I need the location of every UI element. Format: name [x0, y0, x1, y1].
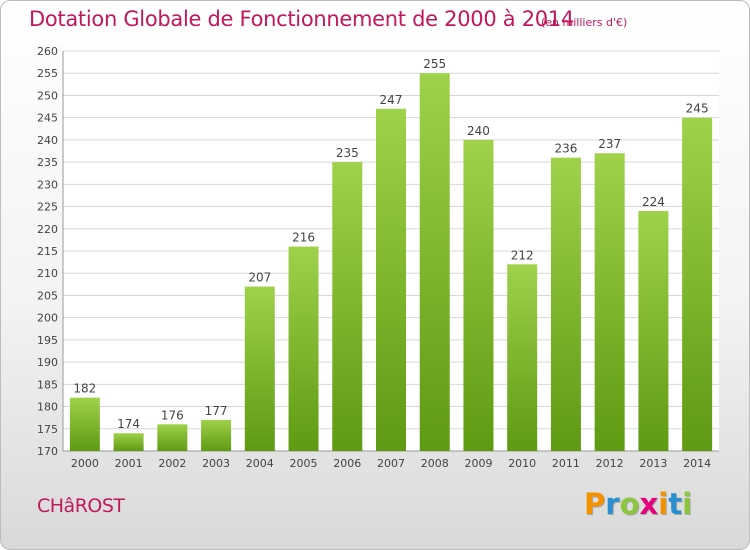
y-tick-label: 250 [37, 89, 58, 102]
y-tick-label: 230 [37, 178, 58, 191]
y-tick-label: 205 [37, 289, 58, 302]
x-tick-label-2003: 2003 [202, 457, 230, 470]
bar-2012 [594, 153, 625, 451]
bar-2010 [507, 264, 538, 451]
logo-letter: i [658, 487, 669, 521]
x-tick-label-2014: 2014 [683, 457, 711, 470]
logo-letter: r [605, 487, 620, 521]
y-tick-label: 220 [37, 223, 58, 236]
x-tick-label-2002: 2002 [158, 457, 186, 470]
value-label-2000: 182 [73, 382, 96, 396]
value-label-2009: 240 [467, 124, 490, 138]
x-tick-label-2000: 2000 [71, 457, 99, 470]
x-tick-label-2013: 2013 [639, 457, 667, 470]
value-label-2010: 212 [511, 248, 534, 262]
value-label-2006: 235 [336, 146, 359, 160]
labels: 182 2000 174 2001 176 2002 177 2003 207 2004 216 20… [71, 57, 711, 470]
value-label-2003: 177 [205, 404, 228, 418]
value-label-2001: 174 [117, 417, 140, 431]
x-tick-label-2009: 2009 [464, 457, 492, 470]
logo-letter: o [619, 487, 640, 521]
value-label-2007: 247 [380, 93, 403, 107]
bar-2002 [157, 424, 188, 451]
y-tick-label: 245 [37, 112, 58, 125]
bar-2006 [332, 162, 363, 451]
y-tick-label: 235 [37, 156, 58, 169]
x-tick-label-2012: 2012 [596, 457, 624, 470]
x-tick-label-2011: 2011 [552, 457, 580, 470]
bar-2008 [419, 73, 450, 451]
y-tick-label: 240 [37, 134, 58, 147]
y-tick-label: 225 [37, 201, 58, 214]
bar-2000 [69, 397, 100, 451]
y-tick-label: 215 [37, 245, 58, 258]
y-tick-label: 170 [37, 445, 58, 458]
logo-letter: x [639, 487, 659, 521]
bar-2011 [550, 157, 581, 451]
y-tick-label: 175 [37, 423, 58, 436]
value-label-2008: 255 [423, 57, 446, 71]
x-tick-label-2007: 2007 [377, 457, 405, 470]
y-tick-label: 180 [37, 401, 58, 414]
x-tick-label-2001: 2001 [115, 457, 143, 470]
chart-subtitle: (en milliers d'€) [541, 16, 628, 29]
y-tick-label: 190 [37, 356, 58, 369]
y-tick-label: 255 [37, 67, 58, 80]
x-tick-label-2006: 2006 [333, 457, 361, 470]
value-label-2013: 224 [642, 195, 665, 209]
commune-name: CHâROST [37, 495, 125, 517]
logo-letter: t [668, 487, 683, 521]
value-label-2012: 237 [598, 137, 621, 151]
chart-title: Dotation Globale de Fonctionnement de 20… [29, 7, 574, 31]
bar-2009 [463, 139, 494, 451]
bar-2003 [201, 419, 232, 451]
x-tick-label-2004: 2004 [246, 457, 274, 470]
y-tick-label: 185 [37, 378, 58, 391]
value-label-2011: 236 [554, 142, 577, 156]
logo-letter: i [682, 487, 693, 521]
y-tick-label: 195 [37, 334, 58, 347]
y-tick-label: 200 [37, 312, 58, 325]
value-label-2005: 216 [292, 231, 315, 245]
x-tick-label-2005: 2005 [290, 457, 318, 470]
bars [69, 73, 713, 452]
logo-letter: P [584, 487, 606, 521]
bar-2005 [288, 246, 319, 451]
bar-2013 [638, 211, 669, 451]
value-label-2004: 207 [248, 271, 271, 285]
x-tick-label-2008: 2008 [421, 457, 449, 470]
value-label-2002: 176 [161, 408, 184, 422]
x-tick-label-2010: 2010 [508, 457, 536, 470]
proxiti-logo: Proxiti [584, 487, 692, 521]
y-tick-label: 210 [37, 267, 58, 280]
bar-2004 [244, 286, 275, 451]
bar-2014 [682, 117, 713, 452]
bar-2007 [376, 108, 406, 452]
bar-2001 [113, 433, 144, 451]
value-label-2014: 245 [686, 102, 709, 116]
y-tick-label: 260 [37, 45, 58, 58]
